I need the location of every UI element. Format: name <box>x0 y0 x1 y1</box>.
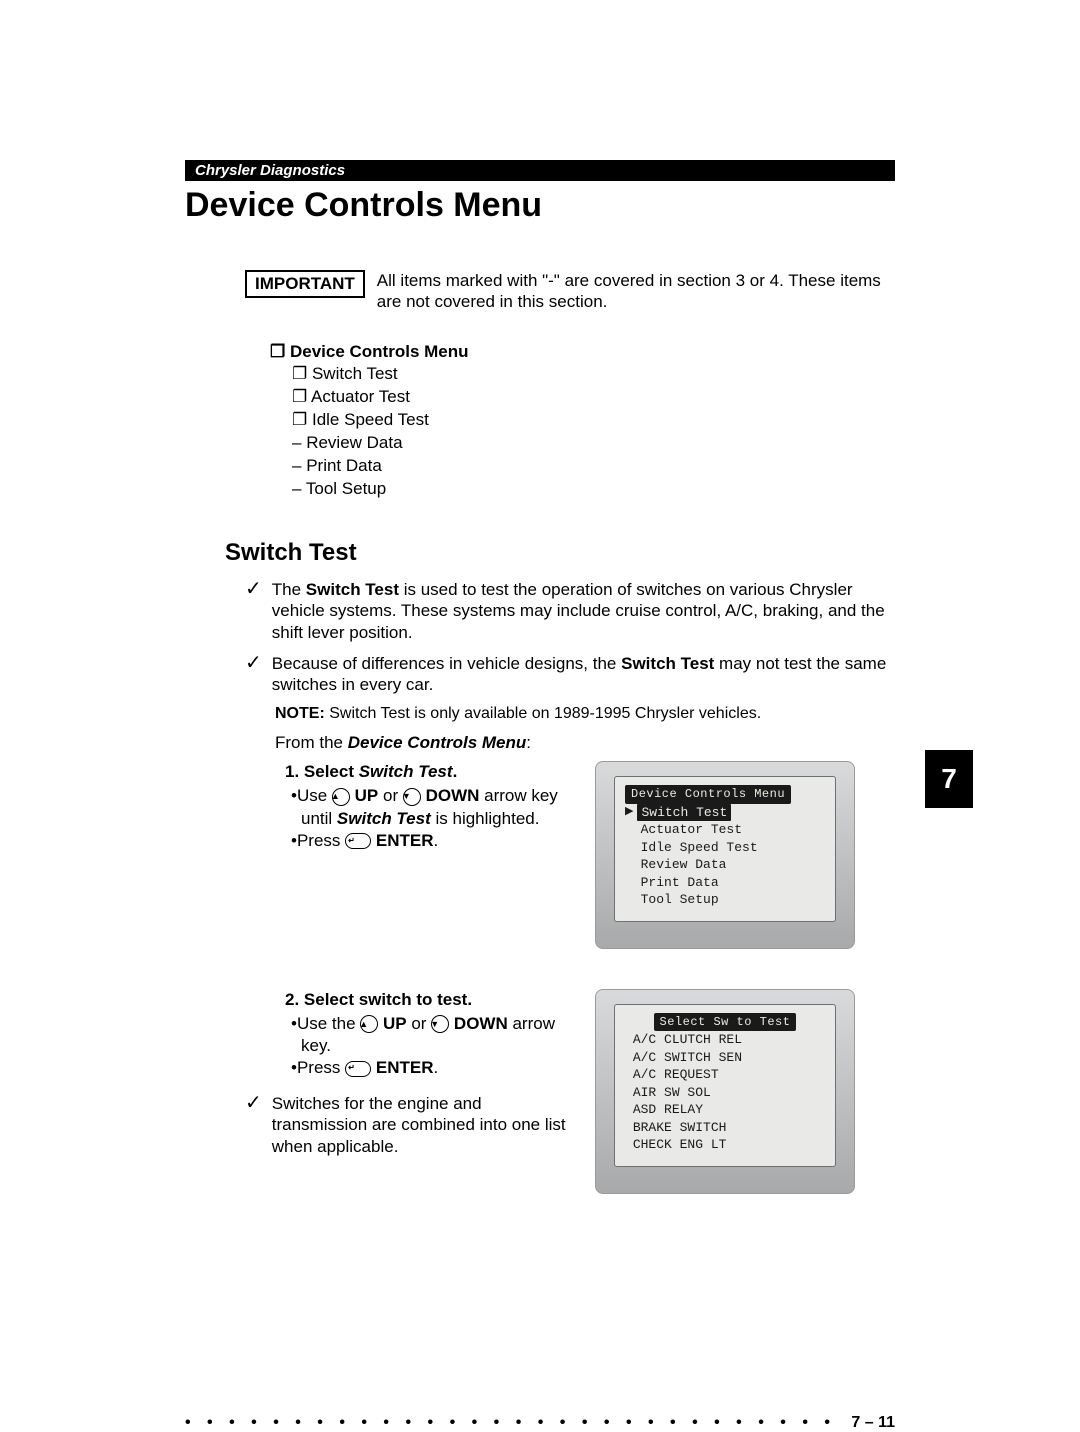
important-label: IMPORTANT <box>245 270 365 298</box>
check-text: Because of differences in vehicle design… <box>272 653 895 696</box>
down-arrow-icon: ▼ <box>431 1015 449 1033</box>
menu-item: Review Data <box>292 432 895 455</box>
important-text: All items marked with "-" are covered in… <box>377 270 895 313</box>
menu-item: Idle Speed Test <box>292 409 895 432</box>
step-2-text: 2. Select switch to test. •Use the ▲ UP … <box>285 989 575 1167</box>
up-arrow-icon: ▲ <box>332 788 350 806</box>
checkmark-icon: ✓ <box>245 579 262 643</box>
screen-row: A/C CLUTCH REL <box>625 1031 825 1049</box>
screen-2-inner: Select Sw to Test A/C CLUTCH REL A/C SWI… <box>614 1004 836 1167</box>
footer: • • • • • • • • • • • • • • • • • • • • … <box>185 1414 895 1432</box>
check-text: The Switch Test is used to test the oper… <box>272 579 895 643</box>
screen-1-title: Device Controls Menu <box>625 785 791 803</box>
screen-row: ASD RELAY <box>625 1101 825 1119</box>
screen-row: Idle Speed Test <box>625 839 825 857</box>
menu-item: Print Data <box>292 455 895 478</box>
section-title: Switch Test <box>225 539 895 567</box>
up-arrow-icon: ▲ <box>360 1015 378 1033</box>
screen-row: AIR SW SOL <box>625 1084 825 1102</box>
screen-1-selected: Switch Test <box>637 804 731 822</box>
check-item: ✓ The Switch Test is used to test the op… <box>245 579 895 643</box>
check-item: ✓ Because of differences in vehicle desi… <box>245 653 895 696</box>
screen-row: Print Data <box>625 874 825 892</box>
from-line: From the Device Controls Menu: <box>275 733 895 753</box>
selection-arrow-icon: ▶ <box>625 805 633 820</box>
page-number: 7 – 11 <box>851 1414 895 1432</box>
check-text: Switches for the engine and transmission… <box>272 1093 575 1157</box>
device-screen-2: Select Sw to Test A/C CLUTCH REL A/C SWI… <box>595 989 855 1194</box>
screen-row: Review Data <box>625 856 825 874</box>
screen-row: Actuator Test <box>625 821 825 839</box>
checkmark-icon: ✓ <box>245 653 262 696</box>
step-1: 1. Select Switch Test. •Use ▲ UP or ▼ DO… <box>285 761 895 948</box>
step-1-text: 1. Select Switch Test. •Use ▲ UP or ▼ DO… <box>285 761 575 851</box>
note: NOTE: Switch Test is only available on 1… <box>275 705 895 723</box>
screen-row: A/C SWITCH SEN <box>625 1049 825 1067</box>
checkmark-icon: ✓ <box>245 1093 262 1157</box>
step-2: 2. Select switch to test. •Use the ▲ UP … <box>285 989 895 1194</box>
menu-item: Tool Setup <box>292 478 895 501</box>
page: Chrysler Diagnostics Device Controls Men… <box>185 160 895 1222</box>
menu-list: Device Controls Menu Switch Test Actuato… <box>270 341 895 502</box>
page-title: Device Controls Menu <box>185 186 895 225</box>
screen-row: A/C REQUEST <box>625 1066 825 1084</box>
screen-row: BRAKE SWITCH <box>625 1119 825 1137</box>
screen-row: CHECK ENG LT <box>625 1136 825 1154</box>
enter-key-icon: ↵ <box>345 833 371 849</box>
screen-2-title: Select Sw to Test <box>654 1013 797 1031</box>
header-bar: Chrysler Diagnostics <box>185 160 895 181</box>
menu-item: Switch Test <box>292 363 895 386</box>
screen-row: Tool Setup <box>625 891 825 909</box>
screen-1-inner: Device Controls Menu ▶ Switch Test Actuat… <box>614 776 836 921</box>
device-screen-1: Device Controls Menu ▶ Switch Test Actuat… <box>595 761 855 948</box>
menu-heading: Device Controls Menu <box>270 341 895 364</box>
important-callout: IMPORTANT All items marked with "-" are … <box>245 270 895 313</box>
footer-dots: • • • • • • • • • • • • • • • • • • • • … <box>185 1414 843 1432</box>
enter-key-icon: ↵ <box>345 1061 371 1077</box>
chapter-tab: 7 <box>925 750 973 808</box>
menu-item: Actuator Test <box>292 386 895 409</box>
down-arrow-icon: ▼ <box>403 788 421 806</box>
